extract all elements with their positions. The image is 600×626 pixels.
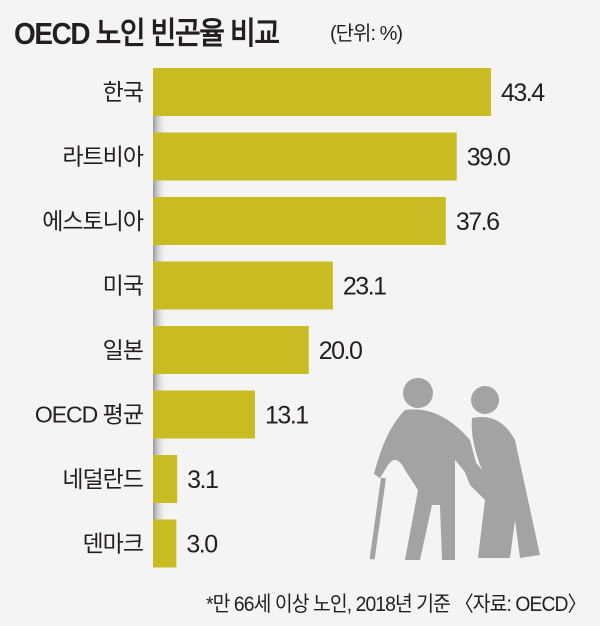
bar-2 xyxy=(153,197,446,245)
value-label: 3.0 xyxy=(186,531,217,559)
value-label: 23.1 xyxy=(343,273,386,301)
category-label: OECD 평균 xyxy=(35,402,143,428)
bar-7 xyxy=(153,519,177,568)
bar-0 xyxy=(153,68,491,116)
category-label: 라트비아 xyxy=(62,144,143,170)
value-label: 39.0 xyxy=(467,144,510,172)
chart-title: OECD 노인 빈곤율 비교 xyxy=(14,16,280,51)
footnote: *만 66세 이상 노인, 2018년 기준 〈자료: OECD〉 xyxy=(206,593,587,616)
category-label: 한국 xyxy=(103,79,143,105)
value-label: 3.1 xyxy=(187,466,218,494)
unit-label: (단위: %) xyxy=(330,23,403,45)
bar-4 xyxy=(153,326,309,374)
bar-6 xyxy=(153,455,178,503)
category-label: 일본 xyxy=(103,337,143,363)
category-label: 미국 xyxy=(103,273,143,299)
category-label: 네덜란드 xyxy=(62,466,143,492)
value-label: 13.1 xyxy=(265,402,308,430)
category-label: 에스토니아 xyxy=(42,208,144,234)
value-label: 37.6 xyxy=(456,208,499,236)
value-label: 20.0 xyxy=(319,337,362,365)
elderly-couple-with-cane-icon xyxy=(369,378,540,560)
bar-5 xyxy=(153,390,256,439)
category-label: 덴마크 xyxy=(83,531,143,557)
bar-1 xyxy=(153,132,457,181)
value-label: 43.4 xyxy=(501,79,545,107)
bar-3 xyxy=(153,261,333,310)
